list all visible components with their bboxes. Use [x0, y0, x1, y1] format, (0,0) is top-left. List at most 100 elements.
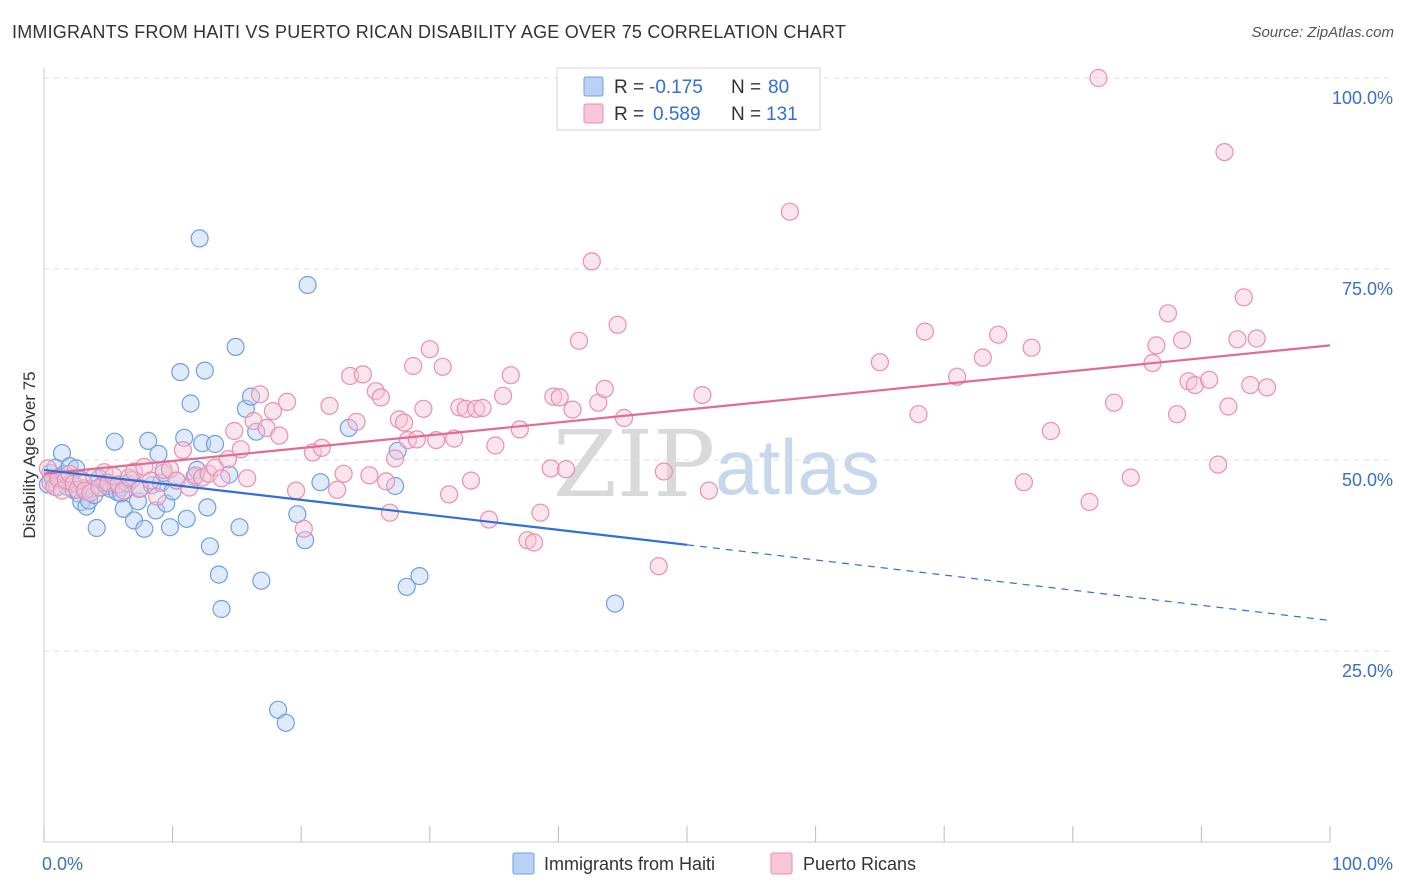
pr-point-78: [486, 436, 505, 455]
haiti-point-60: [212, 599, 231, 619]
haiti-point-39: [146, 501, 165, 520]
pr-point-122: [1208, 455, 1228, 474]
watermark: ZIP atlas: [553, 411, 880, 518]
pr-point-109: [1041, 421, 1061, 441]
x-tick-label-100: 100.0%: [1332, 854, 1393, 874]
pr-point-49: [320, 396, 339, 415]
y-axis-label: Disability Age Over 75: [20, 371, 39, 538]
legend-swatch-haiti: [583, 76, 604, 97]
pr-point-94: [608, 315, 627, 334]
haiti-point-50: [181, 394, 200, 413]
pr-point-84: [531, 503, 550, 522]
haiti-point-63: [230, 518, 249, 537]
pr-point-99: [699, 481, 719, 500]
legend-r-label-pr: R =: [614, 104, 644, 125]
trend-line-haiti: [43, 468, 688, 546]
bottom-legend-label-haiti: Immigrants from Haiti: [544, 854, 715, 874]
pr-point-59: [380, 503, 399, 522]
haiti-point-79: [605, 594, 625, 613]
pr-point-125: [1228, 330, 1247, 349]
pr-point-85: [541, 459, 560, 478]
legend-swatch-pr: [583, 103, 604, 124]
pr-point-118: [1172, 331, 1192, 350]
haiti-point-69: [276, 713, 295, 732]
pr-point-86: [544, 387, 563, 406]
y-tick-label-75: 75.0%: [1342, 279, 1393, 299]
haiti-point-62: [226, 337, 245, 356]
pr-point-111: [1089, 68, 1108, 88]
pr-point-36: [225, 421, 244, 441]
haiti-point-44: [160, 518, 180, 537]
pr-point-38: [238, 469, 257, 488]
pr-point-96: [649, 557, 668, 576]
pr-point-76: [473, 398, 492, 418]
pr-point-93: [595, 379, 614, 398]
pr-point-104: [947, 367, 967, 386]
watermark-atlas: atlas: [715, 423, 880, 511]
legend-n-value-pr: 131: [766, 104, 798, 125]
pr-point-90: [569, 331, 589, 350]
pr-point-66: [414, 399, 433, 418]
pr-point-80: [501, 366, 520, 385]
haiti-point-49: [177, 509, 196, 528]
pr-point-34: [212, 469, 231, 488]
pr-point-57: [371, 388, 390, 407]
legend-n-label-haiti: N =: [731, 77, 761, 98]
haiti-point-26: [105, 432, 124, 451]
y-tick-label-50: 50.0%: [1342, 470, 1393, 490]
pr-point-43: [270, 426, 289, 445]
haiti-point-54: [193, 434, 212, 453]
pr-point-69: [433, 357, 452, 376]
pr-point-89: [563, 400, 582, 419]
haiti-point-36: [135, 519, 154, 538]
pr-point-116: [1158, 304, 1178, 323]
pr-point-67: [420, 340, 439, 359]
haiti-point-77: [397, 577, 416, 596]
pr-point-123: [1215, 143, 1234, 162]
x-axis-ticks: [43, 826, 1331, 842]
legend-r-value-pr: 0.589: [653, 104, 701, 125]
pr-point-126: [1234, 288, 1253, 307]
legend-r-label-haiti: R =: [614, 77, 644, 98]
pr-point-45: [287, 481, 306, 500]
gridlines: [44, 77, 1392, 652]
haiti-point-78: [410, 566, 429, 586]
correlation-legend: R = -0.175 N = 80 R = 0.589 N = 131: [556, 67, 821, 131]
pr-point-105: [973, 348, 992, 367]
source-label: Source: ZipAtlas.com: [1251, 24, 1394, 41]
y-tick-label-100: 100.0%: [1332, 88, 1393, 108]
pr-point-77: [479, 510, 499, 529]
chart-title: IMMIGRANTS FROM HAITI VS PUERTO RICAN DI…: [12, 22, 847, 42]
haiti-point-17: [79, 491, 99, 510]
bottom-legend-swatch-pr: [770, 852, 793, 875]
pr-point-108: [1022, 338, 1041, 357]
pr-point-98: [693, 386, 712, 405]
pr-point-74: [461, 471, 481, 490]
pr-point-88: [556, 460, 576, 479]
bottom-legend-label-pr: Puerto Ricans: [803, 854, 916, 874]
haiti-point-72: [298, 275, 317, 295]
haiti-point-47: [171, 363, 190, 382]
pr-point-87: [550, 388, 569, 407]
pr-point-95: [614, 408, 634, 428]
pr-point-58: [377, 472, 396, 491]
pr-point-110: [1080, 492, 1099, 512]
haiti-point-56: [198, 498, 217, 517]
haiti-point-75: [386, 476, 405, 496]
pr-point-24: [148, 487, 167, 506]
pr-point-55: [360, 466, 379, 485]
pr-point-4: [52, 481, 72, 500]
pr-point-40: [250, 385, 270, 404]
legend-r-value-haiti: -0.175: [649, 77, 703, 98]
pr-point-115: [1147, 336, 1166, 355]
pr-point-79: [494, 386, 513, 405]
pr-point-120: [1185, 376, 1205, 395]
pr-point-64: [404, 356, 423, 376]
pr-point-121: [1199, 370, 1219, 389]
legend-n-value-haiti: 80: [768, 77, 789, 98]
haiti-point-67: [252, 571, 271, 590]
pr-point-50: [328, 480, 347, 499]
pr-point-60: [386, 449, 405, 468]
haiti-point-30: [114, 499, 133, 518]
